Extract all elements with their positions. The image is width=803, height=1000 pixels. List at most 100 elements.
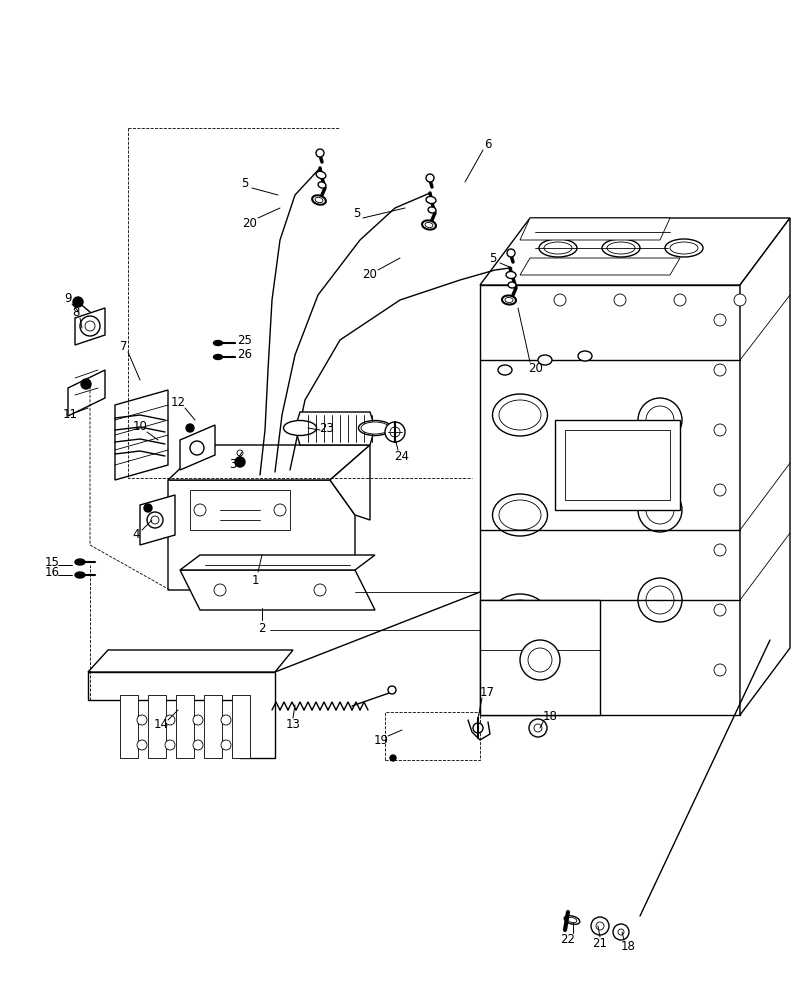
Ellipse shape bbox=[544, 242, 571, 254]
Circle shape bbox=[214, 584, 226, 596]
Circle shape bbox=[234, 457, 245, 467]
Ellipse shape bbox=[499, 600, 540, 630]
Circle shape bbox=[137, 740, 147, 750]
Text: 14: 14 bbox=[153, 718, 169, 731]
Circle shape bbox=[638, 488, 681, 532]
Circle shape bbox=[553, 294, 565, 306]
Text: 11: 11 bbox=[63, 408, 77, 422]
Circle shape bbox=[507, 249, 515, 257]
Text: 4: 4 bbox=[132, 528, 140, 542]
Text: 16: 16 bbox=[44, 566, 59, 578]
Text: 20: 20 bbox=[528, 361, 543, 374]
Circle shape bbox=[613, 294, 626, 306]
Ellipse shape bbox=[75, 572, 85, 578]
Polygon shape bbox=[88, 650, 292, 672]
Circle shape bbox=[618, 929, 623, 935]
Circle shape bbox=[673, 294, 685, 306]
Circle shape bbox=[221, 740, 230, 750]
Polygon shape bbox=[168, 445, 369, 480]
Ellipse shape bbox=[492, 494, 547, 536]
Circle shape bbox=[713, 604, 725, 616]
Text: 25: 25 bbox=[237, 334, 252, 347]
Polygon shape bbox=[479, 600, 599, 715]
Ellipse shape bbox=[537, 355, 552, 365]
Circle shape bbox=[193, 715, 202, 725]
Circle shape bbox=[590, 917, 608, 935]
Circle shape bbox=[73, 297, 83, 307]
Polygon shape bbox=[176, 695, 194, 758]
Circle shape bbox=[638, 398, 681, 442]
Text: 13: 13 bbox=[285, 717, 300, 730]
Text: 8: 8 bbox=[72, 306, 79, 320]
Polygon shape bbox=[180, 570, 374, 610]
Text: 15: 15 bbox=[44, 556, 59, 568]
Circle shape bbox=[533, 724, 541, 732]
Ellipse shape bbox=[499, 400, 540, 430]
Text: 19: 19 bbox=[373, 733, 388, 746]
Polygon shape bbox=[520, 218, 669, 240]
Circle shape bbox=[713, 544, 725, 556]
Circle shape bbox=[389, 755, 396, 761]
Ellipse shape bbox=[566, 917, 577, 923]
Circle shape bbox=[147, 512, 163, 528]
Circle shape bbox=[274, 504, 286, 516]
Ellipse shape bbox=[283, 420, 316, 436]
Polygon shape bbox=[479, 285, 739, 715]
Circle shape bbox=[221, 715, 230, 725]
Circle shape bbox=[645, 586, 673, 614]
Circle shape bbox=[185, 424, 194, 432]
Circle shape bbox=[638, 578, 681, 622]
Circle shape bbox=[713, 664, 725, 676]
Text: 3: 3 bbox=[229, 458, 236, 472]
Text: 7: 7 bbox=[120, 340, 128, 354]
Circle shape bbox=[713, 314, 725, 326]
Ellipse shape bbox=[606, 242, 634, 254]
Circle shape bbox=[713, 424, 725, 436]
Circle shape bbox=[528, 719, 546, 737]
Text: 20: 20 bbox=[362, 268, 377, 282]
Text: 9: 9 bbox=[64, 292, 71, 306]
Ellipse shape bbox=[75, 559, 85, 565]
Circle shape bbox=[389, 427, 400, 437]
Circle shape bbox=[385, 422, 405, 442]
Polygon shape bbox=[75, 308, 105, 345]
Circle shape bbox=[645, 406, 673, 434]
Circle shape bbox=[151, 516, 159, 524]
Ellipse shape bbox=[361, 422, 389, 434]
Circle shape bbox=[713, 484, 725, 496]
Polygon shape bbox=[168, 480, 355, 590]
Circle shape bbox=[713, 364, 725, 376]
Text: 12: 12 bbox=[170, 396, 185, 410]
Circle shape bbox=[316, 149, 324, 157]
Circle shape bbox=[612, 924, 628, 940]
Polygon shape bbox=[329, 445, 369, 520]
Polygon shape bbox=[68, 370, 105, 416]
Circle shape bbox=[645, 496, 673, 524]
Polygon shape bbox=[565, 430, 669, 500]
Polygon shape bbox=[115, 390, 168, 480]
Bar bbox=[385, 712, 479, 760]
Text: 6: 6 bbox=[483, 138, 491, 151]
Polygon shape bbox=[148, 695, 165, 758]
Ellipse shape bbox=[538, 239, 577, 257]
Polygon shape bbox=[88, 672, 275, 758]
Polygon shape bbox=[180, 425, 214, 470]
Ellipse shape bbox=[492, 594, 547, 636]
Ellipse shape bbox=[425, 222, 433, 228]
Circle shape bbox=[85, 321, 95, 331]
Text: 10: 10 bbox=[132, 420, 147, 434]
Polygon shape bbox=[520, 258, 679, 275]
Text: 21: 21 bbox=[592, 937, 607, 950]
Circle shape bbox=[733, 294, 745, 306]
Ellipse shape bbox=[669, 242, 697, 254]
Text: 20: 20 bbox=[243, 217, 257, 230]
Ellipse shape bbox=[501, 295, 516, 305]
Circle shape bbox=[193, 740, 202, 750]
Ellipse shape bbox=[564, 916, 579, 924]
Circle shape bbox=[314, 584, 325, 596]
Ellipse shape bbox=[422, 220, 435, 230]
Circle shape bbox=[595, 922, 603, 930]
Polygon shape bbox=[190, 490, 290, 530]
Circle shape bbox=[190, 441, 204, 455]
Ellipse shape bbox=[577, 351, 591, 361]
